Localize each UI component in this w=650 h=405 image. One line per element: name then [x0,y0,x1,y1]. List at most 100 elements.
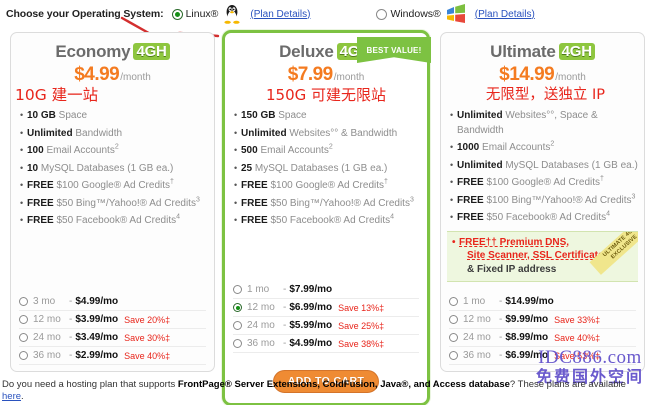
feature-strong: Unlimited [457,159,503,171]
term-savings-badge: Save 53%‡ [554,350,601,361]
add-to-cart-wrap: ADD TO CART [225,370,427,393]
term-list-deluxe[interactable]: 1 mo - $7.99/mo 12 mo - $6.99/mo Save 13%‡ 24 m… [225,281,427,359]
term-duration: 12 mo [33,314,61,325]
feature-footnote-marker: 4 [176,213,181,221]
term-radio[interactable] [19,315,28,324]
feature-strong: FREE [27,180,54,191]
feature-strong: Unlimited [457,110,503,121]
term-duration: 36 mo [33,350,61,361]
linux-plan-details-link[interactable]: (Plan Details) [250,8,311,20]
plan-price-row-economy: $4.99/month [11,64,214,86]
term-dash: - [499,350,503,361]
term-option-row[interactable]: 24 mo - $3.49/mo Save 30%‡ [19,329,206,347]
add-to-cart-button[interactable]: ADD TO CART [272,370,380,393]
term-option-row[interactable]: 36 mo - $4.99/mo Save 38%‡ [233,335,419,353]
plan-badge-ultimate: 4GH [558,43,595,60]
feature-text: Space [55,110,88,121]
term-dash: - [69,296,73,307]
term-duration: 3 mo [33,296,56,307]
feature-strong: 10 GB [27,110,56,121]
feature-text: $100 Google® Ad Credits [267,180,384,191]
term-option-row[interactable]: 3 mo - $4.99/mo [19,293,206,311]
term-radio[interactable] [233,321,242,330]
term-radio[interactable] [19,297,28,306]
windows-icon [445,4,467,24]
feature-list-economy: 10 GB SpaceUnlimited Bandwidth100 Email … [11,108,214,229]
term-option-row[interactable]: 24 mo - $8.99/mo Save 40%‡ [449,329,636,347]
term-option-row[interactable]: 12 mo - $3.99/mo Save 20%‡ [19,311,206,329]
term-option-row[interactable]: 1 mo - $14.99/mo [449,293,636,311]
term-savings-badge: Save 40%‡ [554,332,601,343]
feature-text: Bandwidth [72,127,123,139]
term-price: $14.99/mo [505,296,554,307]
term-duration: 1 mo [463,296,486,307]
feature-text: $100 Google® Ad Credits [53,180,170,191]
term-radio[interactable] [449,297,458,306]
promo-line-3: & Fixed IP address [467,263,557,275]
radio-windows[interactable] [376,8,388,20]
feature-footnote-marker: 3 [409,196,414,204]
feature-strong: FREE [27,215,54,226]
term-list-economy[interactable]: 3 mo - $4.99/mo 12 mo - $3.99/mo Save 20%‡ 24 m… [11,293,214,371]
tux-icon [222,3,242,25]
radio-linux[interactable] [171,8,183,20]
os-chooser-label: Choose your Operating System: [6,8,164,20]
feature-strong: 1000 [457,142,480,153]
term-option-row[interactable]: 24 mo - $5.99/mo Save 25%‡ [233,317,419,335]
plan-cn-note-economy: 10G 建一站 [15,86,99,104]
feature-footnote-marker: † [600,175,604,183]
feature-strong: Unlimited [241,127,287,139]
term-price: $4.99/mo [75,296,119,307]
feature-item: FREE $50 Facebook® Ad Credits4 [20,213,208,229]
feature-item: FREE $50 Bing™/Yahoo!® Ad Credits3 [234,196,421,212]
ultimate-promo-box: FREE†† Premium DNS, Site Scanner, SSL Ce… [447,230,638,282]
term-radio[interactable] [449,351,458,360]
term-option-row[interactable]: 12 mo - $6.99/mo Save 13%‡ [233,299,419,317]
feature-text: MySQL Databases (1 GB ea.) [38,162,174,174]
term-option-row[interactable]: 36 mo - $2.99/mo Save 40%‡ [19,347,206,365]
feature-item: Unlimited MySQL Databases (1 GB ea.) [450,158,638,174]
windows-plan-details-link[interactable]: (Plan Details) [474,8,535,20]
term-option-row[interactable]: 36 mo - $6.99/mo Save 53%‡ [449,347,636,365]
term-option-row[interactable]: 12 mo - $9.99/mo Save 33%‡ [449,311,636,329]
feature-text: Email Accounts [479,142,551,153]
plan-badge-economy: 4GH [133,43,170,60]
feature-footnote-marker: 2 [114,143,119,151]
term-radio[interactable] [233,339,242,348]
term-price: $5.99/mo [289,320,333,331]
footer-here-link[interactable]: here [2,391,22,402]
term-savings-badge: Save 40%‡ [124,350,171,361]
term-savings-badge: Save 25%‡ [338,320,385,331]
os-option-linux[interactable]: Linux® (Plan Details) [171,3,311,25]
feature-text: $50 Facebook® Ad Credits [267,215,391,226]
term-radio[interactable] [19,351,28,360]
term-price: $6.99/mo [505,350,549,361]
term-duration: 24 mo [463,332,491,343]
plan-per-economy: /month [120,72,151,83]
feature-text: Websites°°, Space & Bandwidth [457,110,598,136]
plan-name-ultimate: Ultimate [490,42,556,61]
feature-footnote-marker: 3 [195,196,200,204]
term-radio[interactable] [233,285,242,294]
feature-strong: 150 GB [241,110,276,121]
feature-text: Email Accounts [43,145,115,156]
footer-text-3: . [21,391,24,402]
feature-item: 25 MySQL Databases (1 GB ea.) [234,161,421,177]
feature-item: FREE $100 Google® Ad Credits† [450,175,638,191]
term-price: $9.99/mo [505,314,549,325]
term-radio[interactable] [19,333,28,342]
plan-card-deluxe[interactable]: BEST VALUE! Deluxe 4GH $7.99/month 150G 可… [222,30,431,405]
term-list-ultimate[interactable]: 1 mo - $14.99/mo 12 mo - $9.99/mo Save 33%‡ 24 … [441,293,644,371]
term-radio[interactable] [233,303,242,312]
term-dash: - [499,314,503,325]
feature-item: 10 GB Space [20,108,208,124]
os-option-windows[interactable]: Windows® (Plan Details) [376,4,535,24]
term-option-row[interactable]: 1 mo - $7.99/mo [233,281,419,299]
term-radio[interactable] [449,333,458,342]
term-radio[interactable] [449,315,458,324]
term-duration: 36 mo [463,350,491,361]
feature-item: Unlimited Websites°°, Space & Bandwidth [450,108,638,138]
